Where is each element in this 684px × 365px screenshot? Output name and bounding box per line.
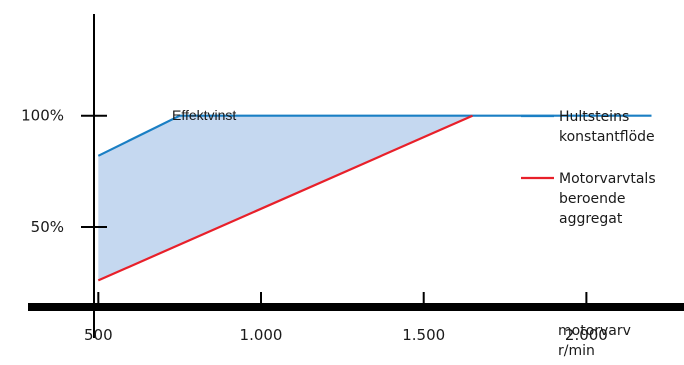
legend-label-1: Motorvarvtals <box>559 171 656 187</box>
series-layer <box>97 114 652 282</box>
x-axis-title: motorvarv <box>558 323 631 339</box>
legend-label-0: konstantflöde <box>559 129 655 145</box>
legend-label-0: Hultsteins <box>559 109 629 125</box>
series-line-0 <box>97 114 652 157</box>
x-tick-label: 1.000 <box>240 326 283 344</box>
x-tick-label: 1.500 <box>402 326 445 344</box>
legend-label-1: beroende <box>559 191 626 207</box>
legend: Hultsteins konstantflöde Motorvarvtals bero… <box>521 109 656 227</box>
x-tick-label: 500 <box>84 326 113 344</box>
effect-gain-label: Effektvinst <box>172 107 236 123</box>
x-axis-title: r/min <box>558 343 595 359</box>
legend-label-1: aggregat <box>559 211 623 227</box>
axes <box>28 14 684 338</box>
y-tick-label: 50% <box>31 218 64 236</box>
series-line-1 <box>97 114 473 282</box>
x-tick-label: 2.000 <box>565 326 608 344</box>
y-tick-label: 100% <box>21 107 64 125</box>
